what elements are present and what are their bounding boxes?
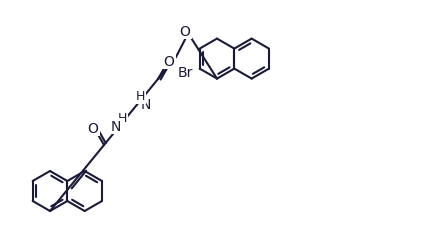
Text: N: N <box>111 120 121 134</box>
Text: H: H <box>135 90 145 103</box>
Text: Br: Br <box>178 65 193 79</box>
Text: O: O <box>180 24 190 38</box>
Text: N: N <box>141 98 151 112</box>
Text: H: H <box>117 112 127 125</box>
Text: O: O <box>87 122 98 136</box>
Text: O: O <box>164 55 174 69</box>
